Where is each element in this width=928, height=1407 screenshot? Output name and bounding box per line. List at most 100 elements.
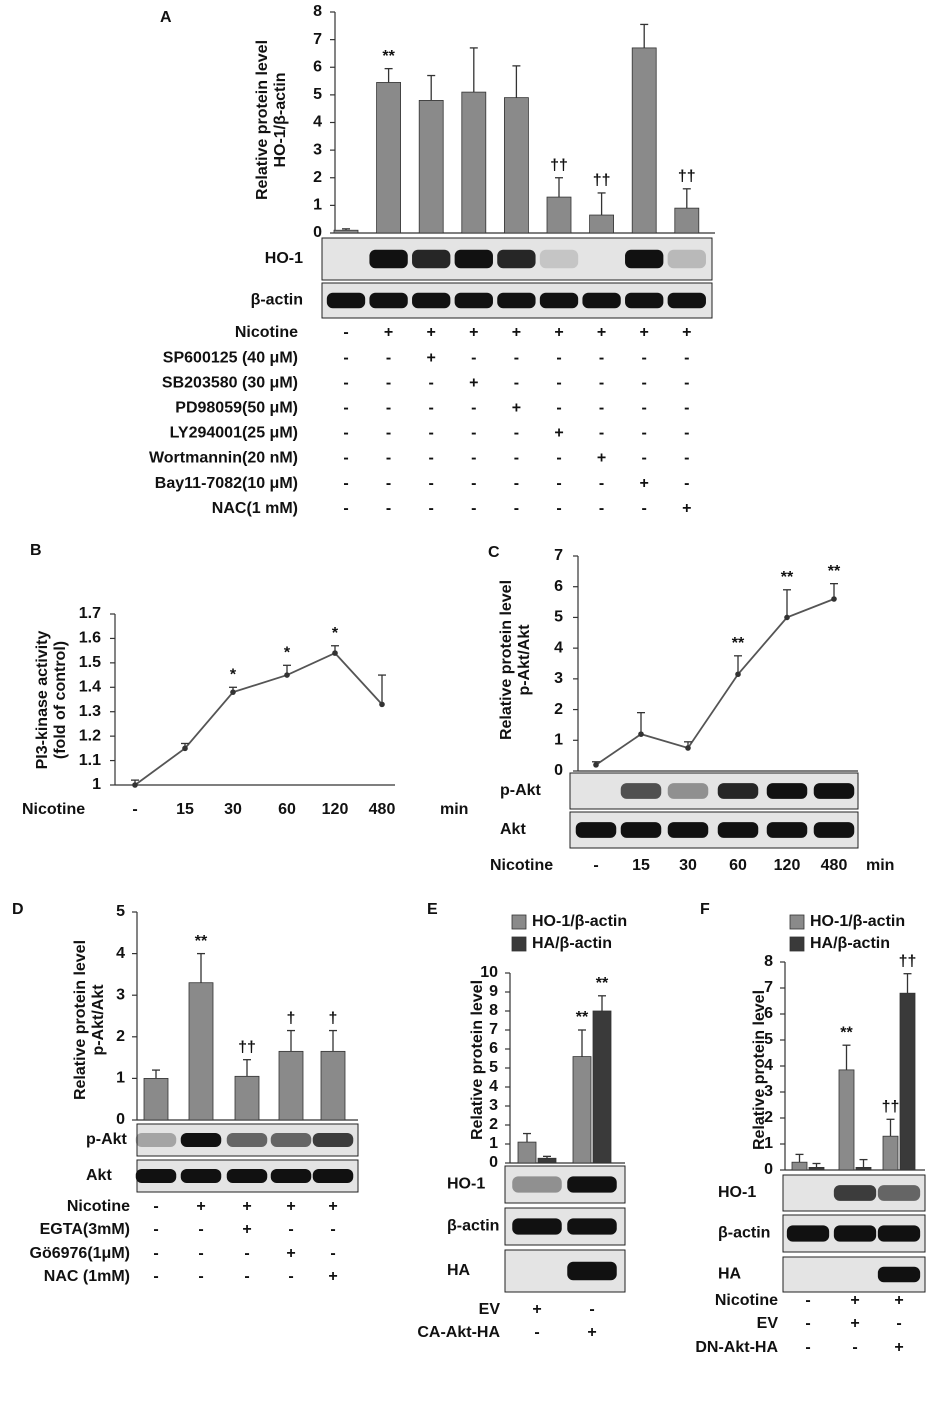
treatment-sign: - [684, 374, 689, 391]
significance-label: * [332, 625, 339, 642]
data-point [379, 701, 385, 708]
blot-band [717, 783, 759, 799]
treatment-sign: - [599, 400, 604, 417]
y-tick-label: 8 [489, 1002, 498, 1019]
blot-band [766, 783, 808, 799]
treatment-sign: - [534, 1324, 539, 1341]
bar [808, 1167, 825, 1171]
treatment-sign: + [894, 1339, 903, 1356]
y-axis-label: p-Akt/Akt [90, 984, 107, 1056]
treatment-sign: + [554, 425, 563, 442]
treatment-label: EV [479, 1301, 501, 1318]
blot-band [312, 1132, 354, 1148]
significance-label: * [230, 667, 237, 684]
y-tick-label: 2 [116, 1028, 125, 1045]
y-tick-label: 8 [313, 3, 322, 20]
treatment-sign: - [343, 425, 348, 442]
x-tick-label: - [132, 801, 137, 818]
y-tick-label: 7 [764, 979, 773, 996]
blot-label: HO-1 [265, 250, 303, 267]
x-tick-label: 480 [821, 857, 848, 874]
bar [537, 1157, 557, 1164]
blot-band [180, 1168, 222, 1184]
treatment-sign: + [850, 1292, 859, 1309]
y-tick-label: 5 [554, 609, 563, 626]
treatment-sign: + [587, 1324, 596, 1341]
treatment-sign: - [514, 374, 519, 391]
blot-band [270, 1168, 312, 1184]
y-tick-label: 1.1 [79, 752, 101, 769]
significance-label: †† [238, 1039, 256, 1056]
y-axis-label: Relative protein level [72, 940, 89, 1100]
treatment-sign: - [343, 475, 348, 492]
treatment-label: Wortmannin(20 nM) [149, 450, 298, 467]
significance-label: ** [596, 975, 609, 992]
treatment-sign: - [599, 349, 604, 366]
treatment-sign: - [153, 1268, 158, 1285]
treatment-sign: + [469, 374, 478, 391]
treatment-sign: - [471, 425, 476, 442]
treatment-label: DN-Akt-HA [695, 1339, 778, 1356]
y-tick-label: 1.5 [79, 654, 101, 671]
treatment-sign: - [153, 1198, 158, 1215]
bar [546, 196, 572, 234]
x-tick-label: 15 [632, 857, 650, 874]
blot-panel [569, 772, 859, 810]
treatment-sign: + [242, 1198, 251, 1215]
blot-label: β-actin [447, 1218, 499, 1235]
panel-letter: A [160, 9, 172, 26]
blot-band [833, 1185, 877, 1201]
treatment-sign: - [244, 1245, 249, 1262]
blot-band [877, 1225, 921, 1242]
bar [791, 1161, 808, 1171]
blot-band [270, 1132, 312, 1148]
treatment-sign: - [896, 1315, 901, 1332]
treatment-sign: + [554, 324, 563, 341]
panel: C Relative protein level p-Akt/Akt 0 1 2 3 4 5 6 7… [488, 544, 894, 874]
treatment-sign: - [386, 374, 391, 391]
y-tick-label: 5 [313, 86, 322, 103]
data-point [332, 650, 338, 656]
bar [517, 1141, 537, 1164]
panel: F Relative protein level 0 1 2 3 4 5 6 7 8 ** †† †† HO… [695, 901, 926, 1356]
treatment-sign: - [599, 425, 604, 442]
y-tick-label: 4 [764, 1057, 773, 1074]
y-tick-label: 0 [554, 762, 563, 779]
y-tick-label: 4 [554, 639, 563, 656]
blot-label: Akt [500, 821, 526, 838]
treatment-label: PD98059(50 μM) [175, 400, 298, 417]
treatment-sign: - [153, 1245, 158, 1262]
bar [882, 1135, 899, 1171]
bar [503, 97, 529, 234]
y-tick-label: 1 [764, 1135, 773, 1152]
treatment-sign: - [386, 475, 391, 492]
treatment-sign: + [597, 450, 606, 467]
treatment-sign: + [894, 1292, 903, 1309]
blot-band [625, 292, 664, 309]
treatment-sign: - [514, 425, 519, 442]
bar [899, 992, 916, 1171]
legend-swatch [511, 936, 527, 952]
blot-band [766, 822, 808, 838]
treatment-sign: - [429, 400, 434, 417]
y-tick-label: 9 [489, 983, 498, 1000]
blot-label: HA [447, 1262, 471, 1279]
y-tick-label: 6 [313, 58, 322, 75]
y-tick-label: 5 [764, 1031, 773, 1048]
legend-swatch [511, 914, 527, 930]
treatment-sign: - [684, 425, 689, 442]
treatment-label: EV [757, 1315, 779, 1332]
data-point [284, 672, 290, 678]
blot-band [567, 1261, 617, 1281]
treatment-sign: - [599, 500, 604, 517]
panel: A Relative protein level HO-1/β-actin 0 1 2 3 4… [149, 3, 715, 517]
blot-band [412, 292, 451, 309]
treatment-sign: - [471, 349, 476, 366]
treatment-sign: + [427, 324, 436, 341]
bar [188, 982, 214, 1121]
data-line [134, 651, 383, 786]
y-tick-label: 7 [313, 31, 322, 48]
y-tick-label: 1.7 [79, 605, 101, 622]
y-axis-label: Relative protein level [254, 40, 271, 200]
